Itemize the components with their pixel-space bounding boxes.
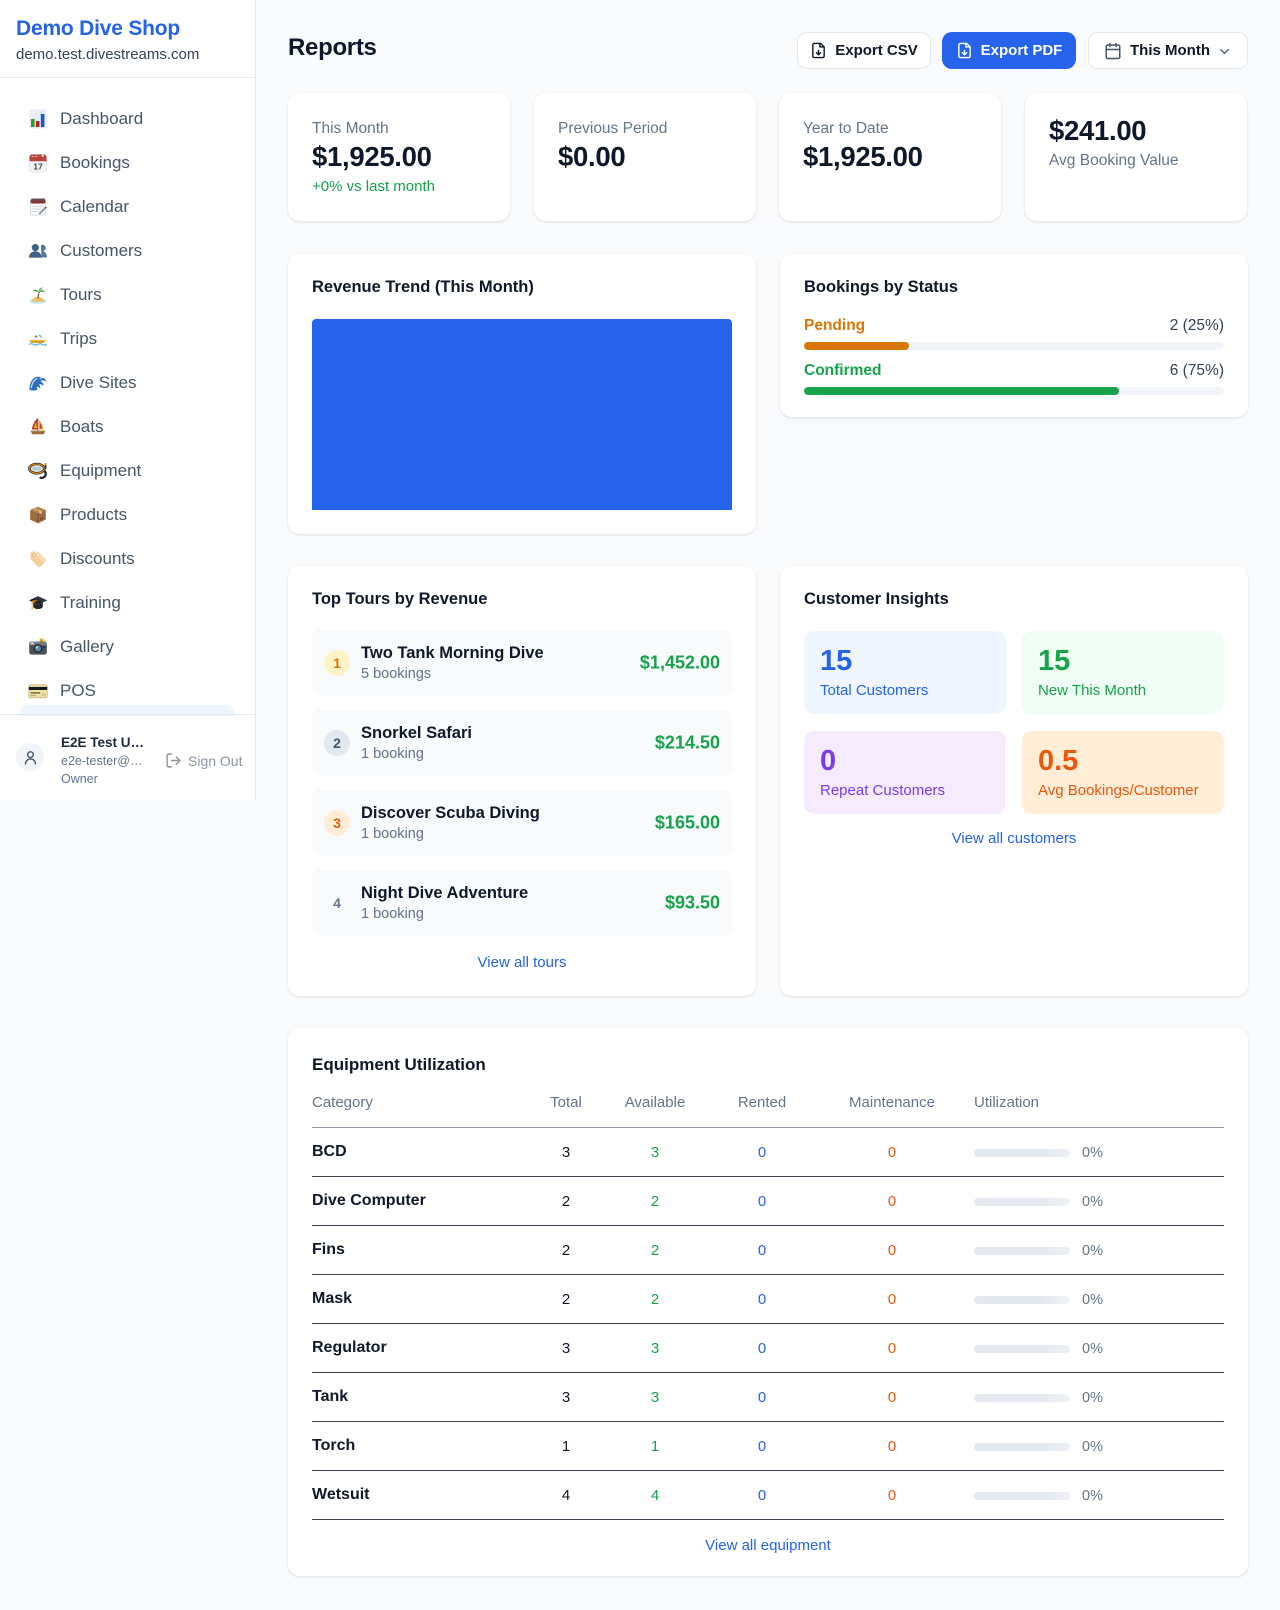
- svg-text:17: 17: [33, 162, 43, 172]
